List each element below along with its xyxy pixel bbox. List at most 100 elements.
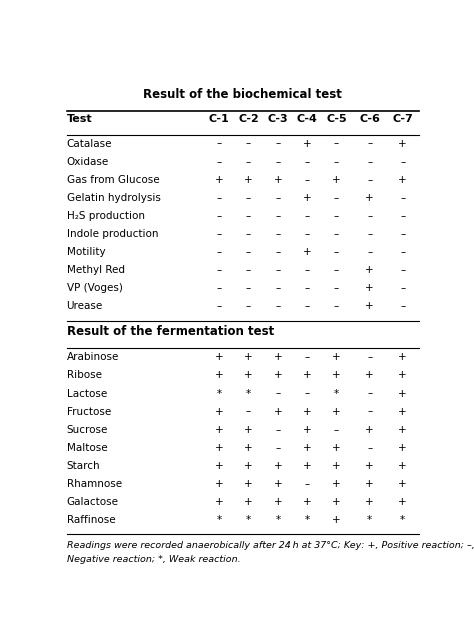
Text: –: – xyxy=(275,301,281,311)
Text: –: – xyxy=(400,193,405,203)
Text: Test: Test xyxy=(66,114,92,124)
Text: +: + xyxy=(332,443,341,453)
Text: –: – xyxy=(305,389,310,399)
Text: +: + xyxy=(215,353,223,363)
Text: –: – xyxy=(275,139,281,148)
Text: +: + xyxy=(244,425,253,435)
Text: –: – xyxy=(305,229,310,239)
Text: +: + xyxy=(332,461,341,471)
Text: –: – xyxy=(246,283,251,293)
Text: –: – xyxy=(367,389,372,399)
Text: Raffinose: Raffinose xyxy=(66,515,115,525)
Text: C-2: C-2 xyxy=(238,114,259,124)
Text: +: + xyxy=(399,425,407,435)
Text: *: * xyxy=(334,389,339,399)
Text: –: – xyxy=(217,139,222,148)
Text: –: – xyxy=(217,157,222,167)
Text: –: – xyxy=(334,265,339,275)
Text: +: + xyxy=(303,370,311,380)
Text: –: – xyxy=(367,157,372,167)
Text: +: + xyxy=(303,443,311,453)
Text: +: + xyxy=(303,406,311,417)
Text: –: – xyxy=(334,301,339,311)
Text: Result of the biochemical test: Result of the biochemical test xyxy=(144,88,342,101)
Text: +: + xyxy=(303,193,311,203)
Text: –: – xyxy=(334,425,339,435)
Text: +: + xyxy=(365,370,374,380)
Text: –: – xyxy=(246,229,251,239)
Text: –: – xyxy=(334,283,339,293)
Text: –: – xyxy=(275,211,281,221)
Text: –: – xyxy=(217,265,222,275)
Text: Result of the fermentation test: Result of the fermentation test xyxy=(66,325,274,337)
Text: –: – xyxy=(275,265,281,275)
Text: +: + xyxy=(332,515,341,525)
Text: –: – xyxy=(367,247,372,257)
Text: –: – xyxy=(400,301,405,311)
Text: +: + xyxy=(399,443,407,453)
Text: +: + xyxy=(244,497,253,507)
Text: Methyl Red: Methyl Red xyxy=(66,265,125,275)
Text: +: + xyxy=(215,425,223,435)
Text: *: * xyxy=(305,515,310,525)
Text: –: – xyxy=(246,193,251,203)
Text: +: + xyxy=(399,139,407,148)
Text: –: – xyxy=(275,389,281,399)
Text: +: + xyxy=(332,497,341,507)
Text: –: – xyxy=(275,229,281,239)
Text: +: + xyxy=(399,479,407,489)
Text: Sucrose: Sucrose xyxy=(66,425,108,435)
Text: +: + xyxy=(303,461,311,471)
Text: –: – xyxy=(367,229,372,239)
Text: +: + xyxy=(244,370,253,380)
Text: –: – xyxy=(400,283,405,293)
Text: Arabinose: Arabinose xyxy=(66,353,119,363)
Text: +: + xyxy=(399,353,407,363)
Text: –: – xyxy=(367,211,372,221)
Text: +: + xyxy=(215,370,223,380)
Text: +: + xyxy=(332,370,341,380)
Text: +: + xyxy=(399,497,407,507)
Text: Fructose: Fructose xyxy=(66,406,111,417)
Text: +: + xyxy=(303,425,311,435)
Text: Rhamnose: Rhamnose xyxy=(66,479,122,489)
Text: +: + xyxy=(215,443,223,453)
Text: *: * xyxy=(217,389,222,399)
Text: –: – xyxy=(217,283,222,293)
Text: –: – xyxy=(367,353,372,363)
Text: –: – xyxy=(217,247,222,257)
Text: +: + xyxy=(399,370,407,380)
Text: Gas from Glucose: Gas from Glucose xyxy=(66,175,159,184)
Text: +: + xyxy=(273,406,282,417)
Text: +: + xyxy=(273,479,282,489)
Text: *: * xyxy=(246,389,251,399)
Text: –: – xyxy=(400,211,405,221)
Text: +: + xyxy=(365,425,374,435)
Text: +: + xyxy=(215,175,223,184)
Text: C-1: C-1 xyxy=(209,114,229,124)
Text: +: + xyxy=(244,443,253,453)
Text: Starch: Starch xyxy=(66,461,100,471)
Text: +: + xyxy=(399,389,407,399)
Text: –: – xyxy=(334,247,339,257)
Text: +: + xyxy=(244,353,253,363)
Text: –: – xyxy=(305,301,310,311)
Text: –: – xyxy=(305,353,310,363)
Text: –: – xyxy=(334,157,339,167)
Text: –: – xyxy=(367,443,372,453)
Text: +: + xyxy=(303,497,311,507)
Text: Oxidase: Oxidase xyxy=(66,157,109,167)
Text: +: + xyxy=(244,461,253,471)
Text: +: + xyxy=(273,497,282,507)
Text: +: + xyxy=(303,247,311,257)
Text: –: – xyxy=(217,229,222,239)
Text: H₂S production: H₂S production xyxy=(66,211,145,221)
Text: +: + xyxy=(365,461,374,471)
Text: –: – xyxy=(305,283,310,293)
Text: +: + xyxy=(215,497,223,507)
Text: *: * xyxy=(400,515,405,525)
Text: +: + xyxy=(365,193,374,203)
Text: +: + xyxy=(244,479,253,489)
Text: Maltose: Maltose xyxy=(66,443,107,453)
Text: –: – xyxy=(367,139,372,148)
